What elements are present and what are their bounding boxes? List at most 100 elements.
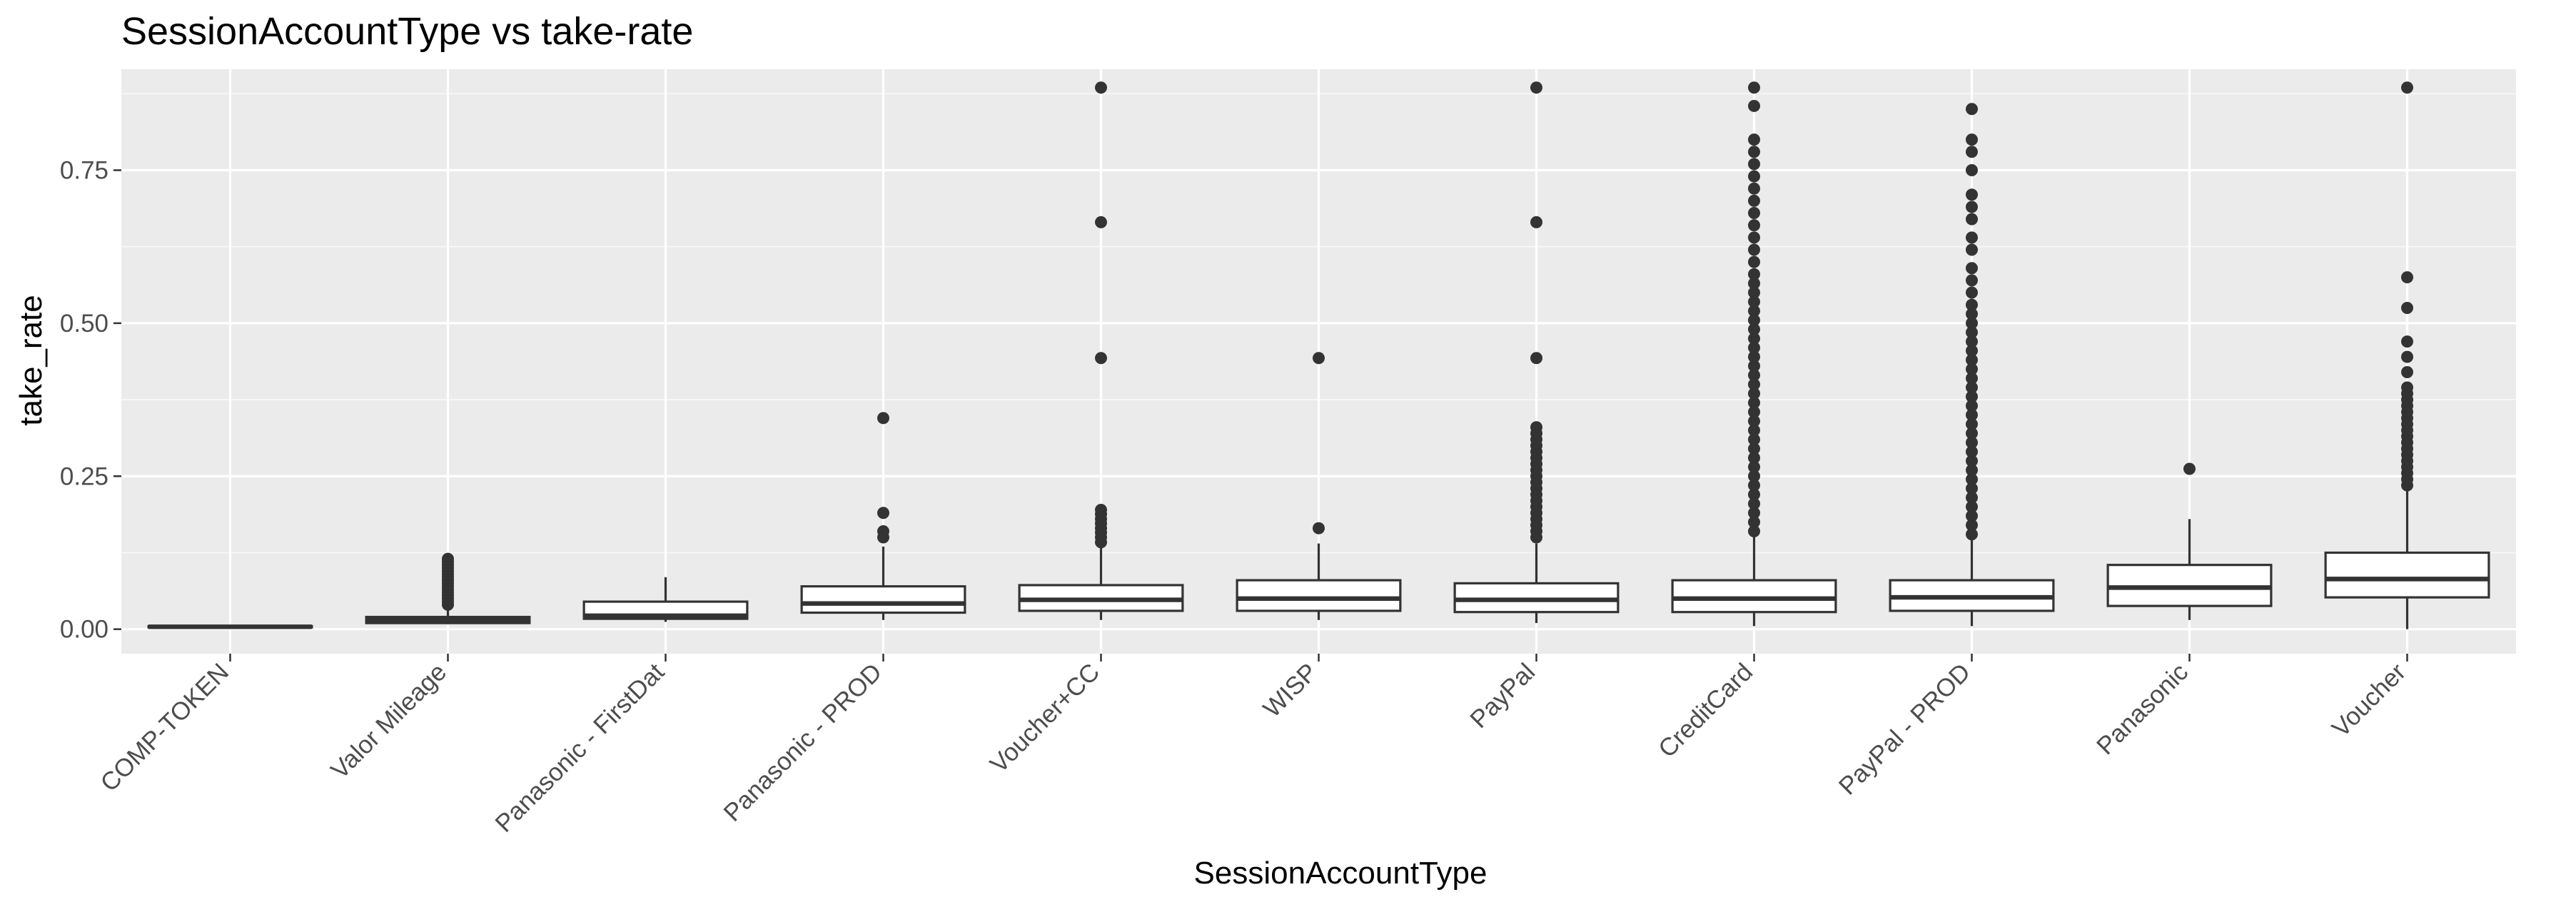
outlier-point <box>1530 421 1542 434</box>
outlier-point <box>2401 81 2413 94</box>
outlier-point <box>1966 417 1978 430</box>
outlier-point <box>442 552 454 565</box>
outlier-point <box>1966 473 1978 486</box>
outlier-point <box>1966 381 1978 394</box>
outlier-point <box>1966 445 1978 458</box>
outlier-point <box>1748 488 1760 501</box>
outlier-point <box>1966 455 1978 467</box>
outlier-point <box>1748 81 1760 94</box>
outlier-point <box>877 412 889 425</box>
outlier-point <box>1748 396 1760 409</box>
x-axis-title: SessionAccountType <box>1194 856 1487 891</box>
outlier-point <box>1966 400 1978 412</box>
outlier-point <box>1748 516 1760 529</box>
y-tick-label: 0.75 <box>60 157 108 185</box>
outlier-point <box>1966 188 1978 201</box>
x-tick-label: Panasonic - FirstDat <box>490 658 670 838</box>
outlier-point <box>1966 353 1978 366</box>
outlier-point <box>1966 436 1978 449</box>
y-tick-label: 0.00 <box>60 616 108 644</box>
outlier-point <box>2401 350 2413 363</box>
outlier-point <box>877 525 889 537</box>
outlier-point <box>1748 231 1760 244</box>
outlier-point <box>1748 369 1760 382</box>
box-panasonic <box>2106 462 2273 620</box>
x-tick-label: Voucher <box>2327 658 2412 743</box>
outlier-point <box>1966 231 1978 244</box>
outlier-point <box>1966 133 1978 146</box>
outlier-point <box>1748 442 1760 455</box>
x-tick-label: Panasonic <box>2091 658 2193 760</box>
x-tick-label: COMP-TOKEN <box>95 658 234 797</box>
outlier-point <box>1095 352 1107 365</box>
box-wisp <box>1236 352 1402 620</box>
outlier-point <box>1748 350 1760 363</box>
outlier-point <box>1748 378 1760 391</box>
outlier-point <box>1748 452 1760 465</box>
outlier-point <box>1966 213 1978 226</box>
outlier-point <box>1748 332 1760 345</box>
boxes-layer <box>147 81 2490 629</box>
outlier-point <box>1748 133 1760 146</box>
outlier-point <box>1313 522 1325 534</box>
outlier-point <box>1966 390 1978 403</box>
outlier-point <box>1966 491 1978 504</box>
box-valor-mileage <box>365 552 531 624</box>
box-panasonic-firstdat <box>582 577 749 622</box>
outlier-point <box>1748 194 1760 207</box>
outlier-point <box>2401 271 2413 284</box>
outlier-point <box>877 507 889 520</box>
outlier-point <box>1966 344 1978 357</box>
y-axis: 0.00 0.25 0.50 0.75 <box>60 157 121 644</box>
box-iqr <box>800 585 966 614</box>
outlier-point <box>1748 314 1760 327</box>
outlier-point <box>1095 81 1107 94</box>
outlier-point <box>1530 216 1542 228</box>
outlier-point <box>1748 470 1760 482</box>
outlier-point <box>1530 81 1542 94</box>
outlier-point <box>1530 352 1542 365</box>
outlier-point <box>1748 277 1760 290</box>
outlier-point <box>1748 182 1760 195</box>
box-iqr <box>1671 579 1837 614</box>
outlier-point <box>2183 462 2196 475</box>
outlier-point <box>1966 262 1978 275</box>
outlier-point <box>1966 482 1978 495</box>
box-iqr <box>1236 579 1402 612</box>
outlier-point <box>1748 170 1760 183</box>
outlier-point <box>1748 146 1760 158</box>
outlier-point <box>1966 528 1978 541</box>
outlier-point <box>1748 479 1760 492</box>
outlier-point <box>1748 433 1760 446</box>
outlier-point <box>1748 255 1760 268</box>
outlier-point <box>1966 500 1978 513</box>
outlier-point <box>1748 525 1760 537</box>
x-tick-label: PayPal <box>1465 658 1540 734</box>
outlier-point <box>1748 286 1760 299</box>
outlier-point <box>1748 219 1760 232</box>
outlier-point <box>1966 243 1978 256</box>
outlier-point <box>1966 335 1978 348</box>
outlier-point <box>1966 409 1978 422</box>
outlier-point <box>1966 201 1978 213</box>
y-tick-label: 0.50 <box>60 310 108 338</box>
outlier-point <box>1966 464 1978 477</box>
outlier-point <box>1966 326 1978 339</box>
outlier-point <box>1748 405 1760 418</box>
x-tick-label: WISP <box>1258 658 1323 723</box>
x-tick-label: Panasonic - PROD <box>719 658 888 827</box>
box-comp-token <box>147 624 313 629</box>
box-paypal-prod <box>1889 103 2055 627</box>
outlier-point <box>1748 424 1760 437</box>
box-voucher <box>2324 81 2490 629</box>
outlier-point <box>1748 295 1760 308</box>
x-axis: COMP-TOKEN Valor Mileage Panasonic - First… <box>95 654 2411 838</box>
outlier-point <box>1748 323 1760 335</box>
outlier-point <box>1313 352 1325 365</box>
outlier-point <box>1966 317 1978 330</box>
outlier-point <box>1748 460 1760 473</box>
outlier-point <box>1966 510 1978 522</box>
outlier-point <box>1095 216 1107 228</box>
outlier-point <box>1748 497 1760 510</box>
